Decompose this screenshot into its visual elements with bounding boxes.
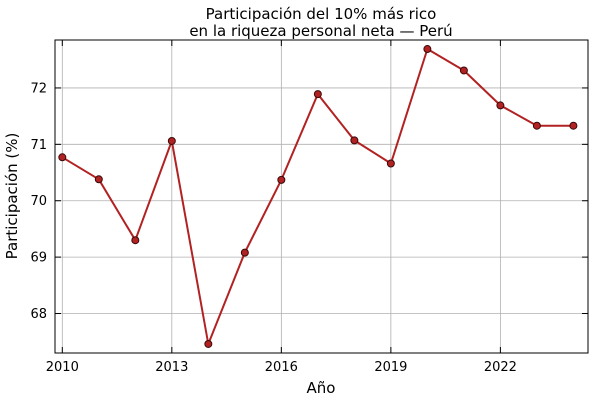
data-point [532, 121, 541, 130]
x-tick-label: 2022 [484, 360, 517, 375]
data-point [313, 90, 322, 99]
axis-ticks: 2010 2013 2016 2019 2022 68 69 70 71 72 [30, 40, 588, 375]
y-tick-label: 69 [30, 251, 47, 266]
data-point [240, 248, 249, 257]
data-point [277, 175, 286, 184]
y-tick-label: 70 [30, 194, 47, 209]
data-point [94, 175, 103, 184]
chart-title-line-2: en la riqueza personal neta — Perú [189, 22, 452, 40]
data-point [423, 45, 432, 54]
data-point [569, 121, 578, 130]
data-point [459, 66, 468, 75]
data-point [350, 136, 359, 145]
x-axis-label: Año [307, 379, 336, 397]
y-tick-label: 71 [30, 138, 47, 153]
data-point [167, 136, 176, 145]
chart-title: Participación del 10% más rico en la riq… [189, 5, 452, 40]
x-tick-label: 2010 [46, 360, 79, 375]
grid [55, 40, 588, 353]
series [58, 45, 578, 348]
data-point [131, 236, 140, 245]
y-tick-label: 72 [30, 81, 47, 96]
x-tick-label: 2013 [155, 360, 188, 375]
plot-frame [54, 39, 589, 354]
y-axis-label: Participación (%) [3, 133, 21, 260]
data-point [204, 339, 213, 348]
x-tick-label: 2016 [265, 360, 298, 375]
data-point [386, 159, 395, 168]
chart-title-line-1: Participación del 10% más rico [206, 5, 437, 23]
data-point [496, 101, 505, 110]
x-tick-label: 2019 [374, 360, 407, 375]
data-point [58, 153, 67, 162]
y-tick-label: 68 [30, 307, 47, 322]
